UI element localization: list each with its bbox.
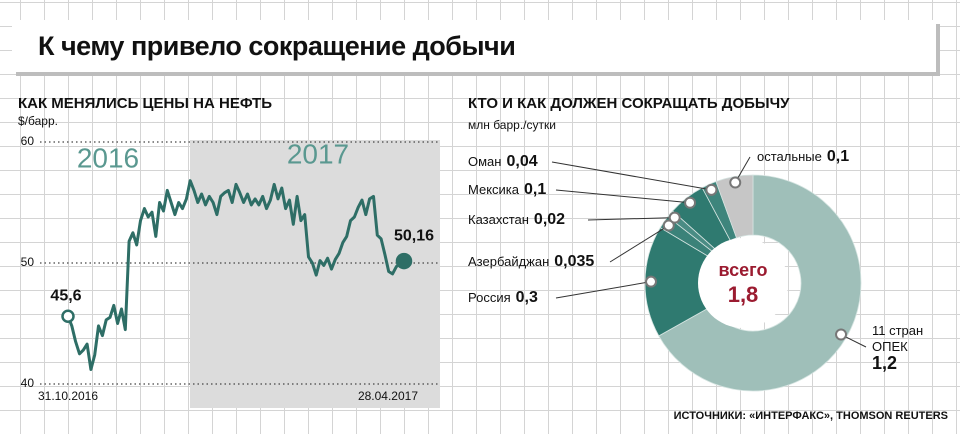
total-value: 1,8 [728, 282, 759, 307]
segment-label: Мексика 0,1 [468, 181, 546, 199]
chart-title: КАК МЕНЯЛИСЬ ЦЕНЫ НА НЕФТЬ [18, 95, 272, 112]
segment-value: 0,3 [515, 289, 538, 306]
segment-label: Азербайджан 0,035 [468, 253, 594, 271]
segment-name: Мексика [468, 182, 520, 197]
leader-line [555, 281, 652, 299]
leader-line [551, 161, 712, 191]
segment-name: Азербайджан [468, 254, 550, 269]
segment-value: 0,02 [533, 211, 566, 228]
title-box: К чему привело сокращение добычи [12, 20, 936, 72]
end-marker [395, 252, 413, 270]
start-marker [61, 309, 75, 323]
x-tick-label: 28.04.2017 [358, 389, 418, 403]
value-label: 45,6 [50, 287, 81, 304]
segment-value: 1,2 [872, 353, 898, 373]
y-tick-label: 50 [21, 255, 35, 269]
price-line [66, 179, 405, 371]
segment-name: 11 стран ОПЕК [872, 323, 924, 354]
segment-label: Оман 0,04 [468, 153, 538, 171]
y-tick-label: 60 [21, 134, 35, 148]
segment-name: остальные [757, 149, 822, 164]
y-tick-label: 40 [21, 376, 35, 390]
center-hole [698, 238, 788, 328]
leader-line [587, 217, 675, 221]
year-label: 2016 [77, 142, 139, 173]
segment-name: Оман [468, 154, 502, 169]
x-tick-label: 31.10.2016 [38, 389, 98, 403]
value-label: 50,16 [394, 227, 434, 244]
segment-label: 11 стран ОПЕК 1,2 [872, 323, 924, 373]
leader-line [555, 189, 691, 204]
page-title: К чему привело сокращение добычи [38, 31, 516, 61]
leader-dot [835, 328, 848, 341]
segment-value: 0,1 [826, 148, 850, 165]
chart-title: КТО И КАК ДОЛЖЕН СОКРАЩАТЬ ДОБЫЧУ [468, 95, 790, 112]
leader-dot [662, 219, 675, 232]
segment-value: 0,035 [554, 253, 595, 270]
leader-dot [729, 176, 742, 189]
leader-dot [668, 211, 681, 224]
total-label: всего [719, 260, 768, 280]
year-label: 2017 [287, 138, 349, 169]
leader-line [609, 225, 670, 263]
leader-dot [705, 183, 718, 196]
source: ИСТОЧНИКИ: «ИНТЕРФАКС», THOMSON REUTERS [673, 410, 948, 422]
leader-dot [684, 196, 697, 209]
segment-value: 0,04 [506, 153, 538, 170]
segment-label: остальные 0,1 [757, 148, 849, 166]
segment-value: 0,1 [524, 181, 547, 198]
segment-name: Россия [468, 290, 511, 305]
chart-subtitle: млн барр./сутки [468, 118, 556, 132]
segment-name: Казахстан [468, 212, 529, 227]
donut-segment [715, 174, 754, 239]
segment-label: Казахстан 0,02 [468, 211, 565, 229]
leader-dot [645, 275, 658, 288]
y-axis-label: $/барр. [18, 114, 58, 128]
segment-label: Россия 0,3 [468, 289, 538, 307]
donut-segment [658, 174, 862, 392]
